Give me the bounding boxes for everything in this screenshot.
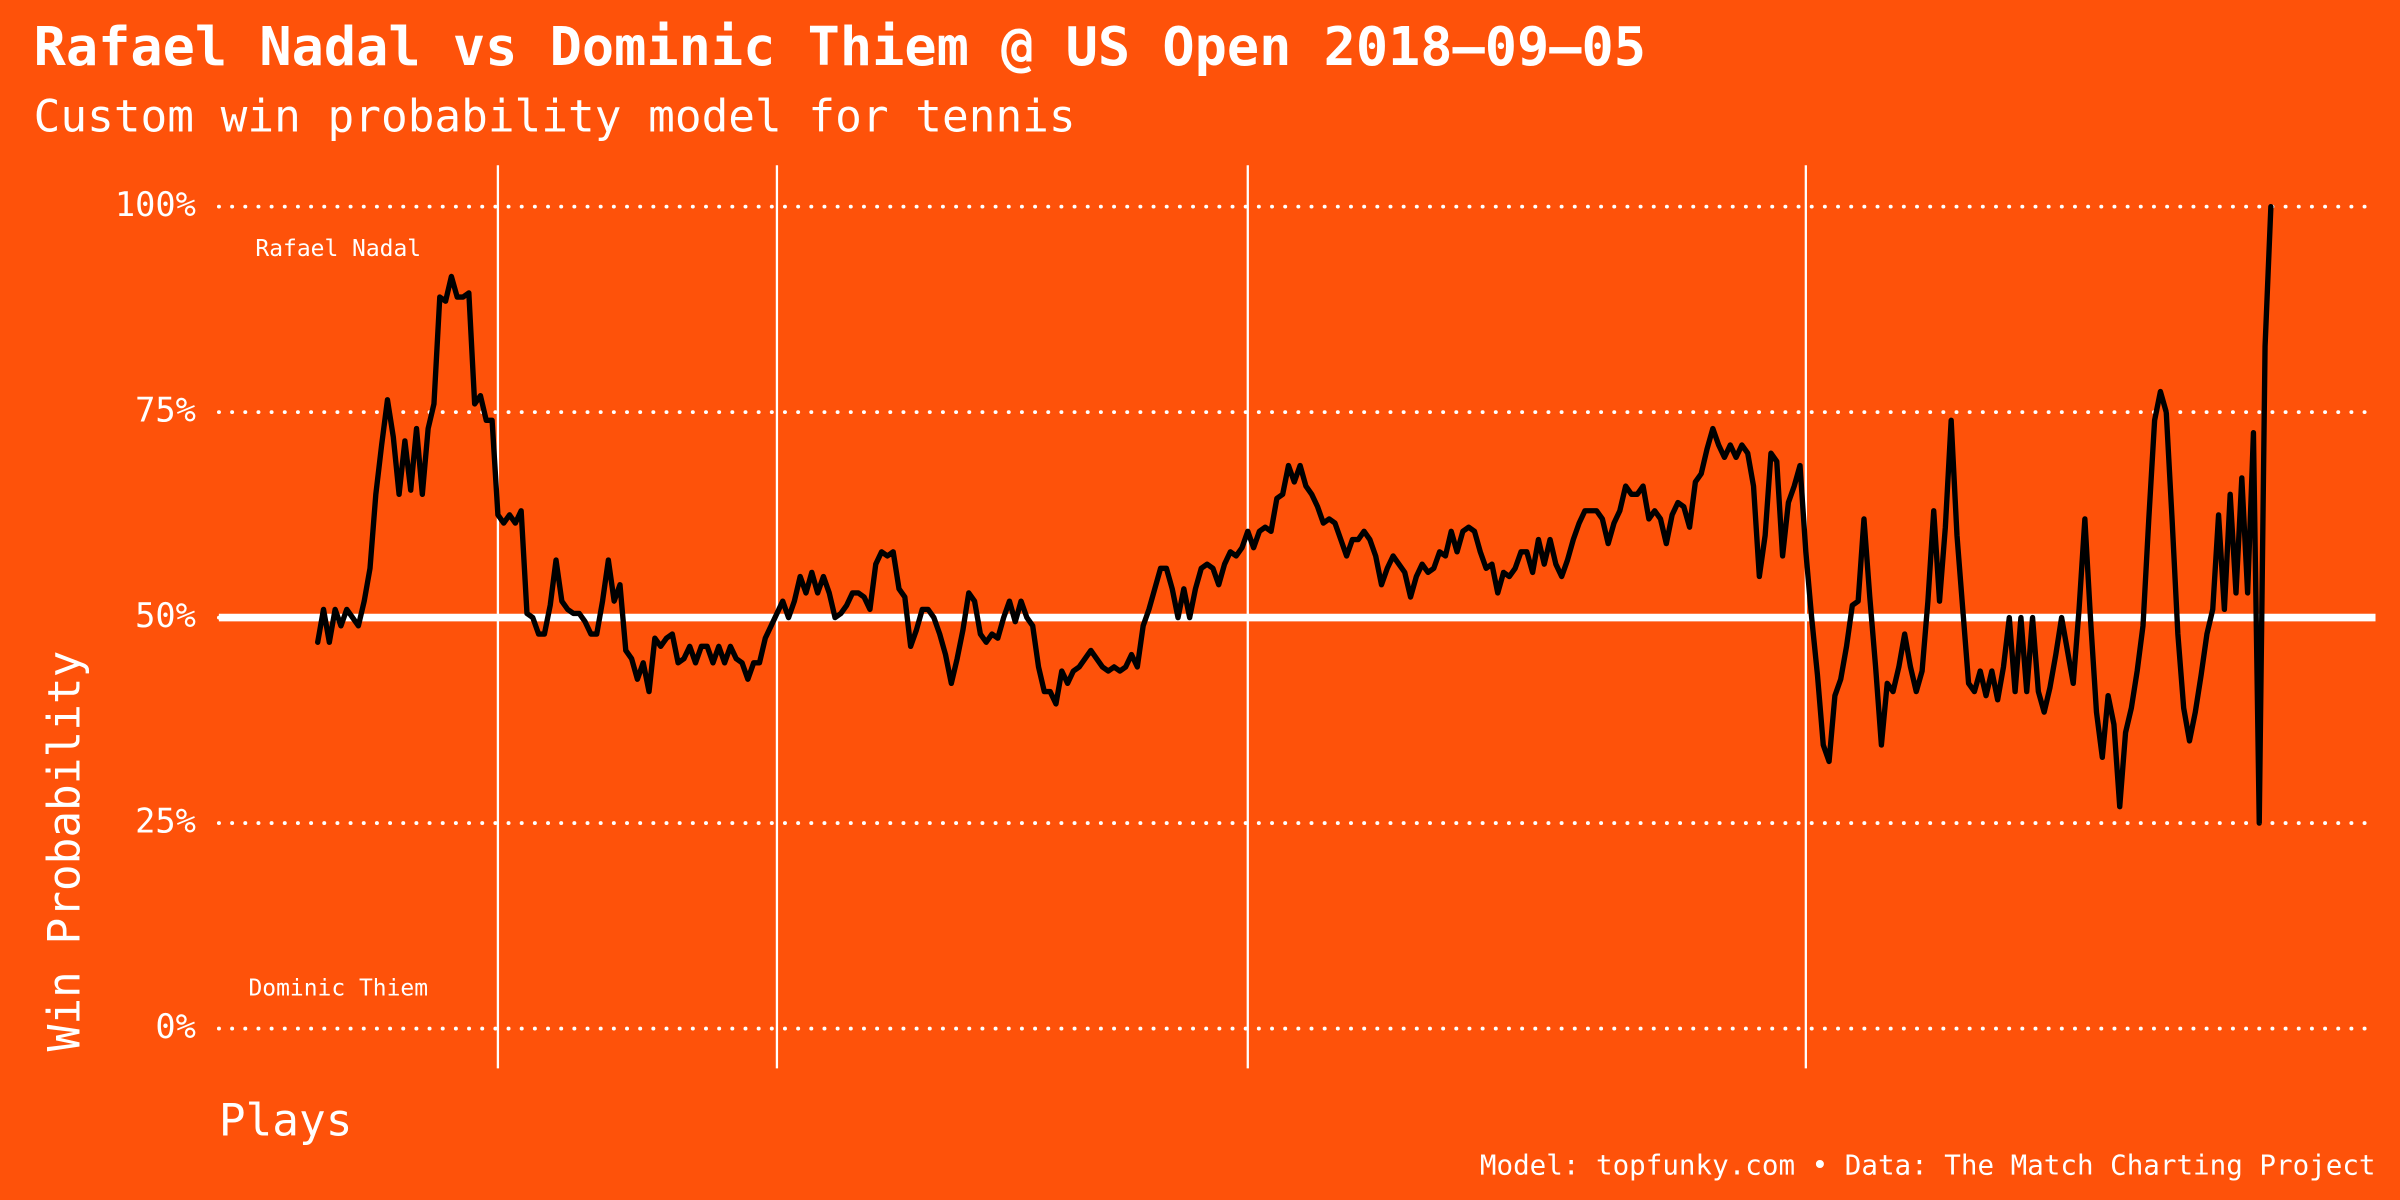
annotation: Rafael Nadal <box>255 236 421 262</box>
y-tick-label: 0% <box>155 1007 196 1046</box>
y-tick-label: 100% <box>115 185 196 224</box>
chart-title: Rafael Nadal vs Dominic Thiem @ US Open … <box>34 15 1646 78</box>
chart-subtitle: Custom win probability model for tennis <box>34 91 1076 142</box>
y-tick-label: 25% <box>135 802 196 841</box>
y-axis-label: Win Probability <box>39 651 90 1052</box>
caption: Model: topfunky.com • Data: The Match Ch… <box>1480 1149 2376 1181</box>
annotation: Dominic Thiem <box>248 975 428 1001</box>
x-axis-label: Plays <box>219 1095 353 1146</box>
win-probability-line <box>315 203 2274 826</box>
y-tick-label: 75% <box>135 391 196 430</box>
y-tick-label: 50% <box>135 596 196 635</box>
